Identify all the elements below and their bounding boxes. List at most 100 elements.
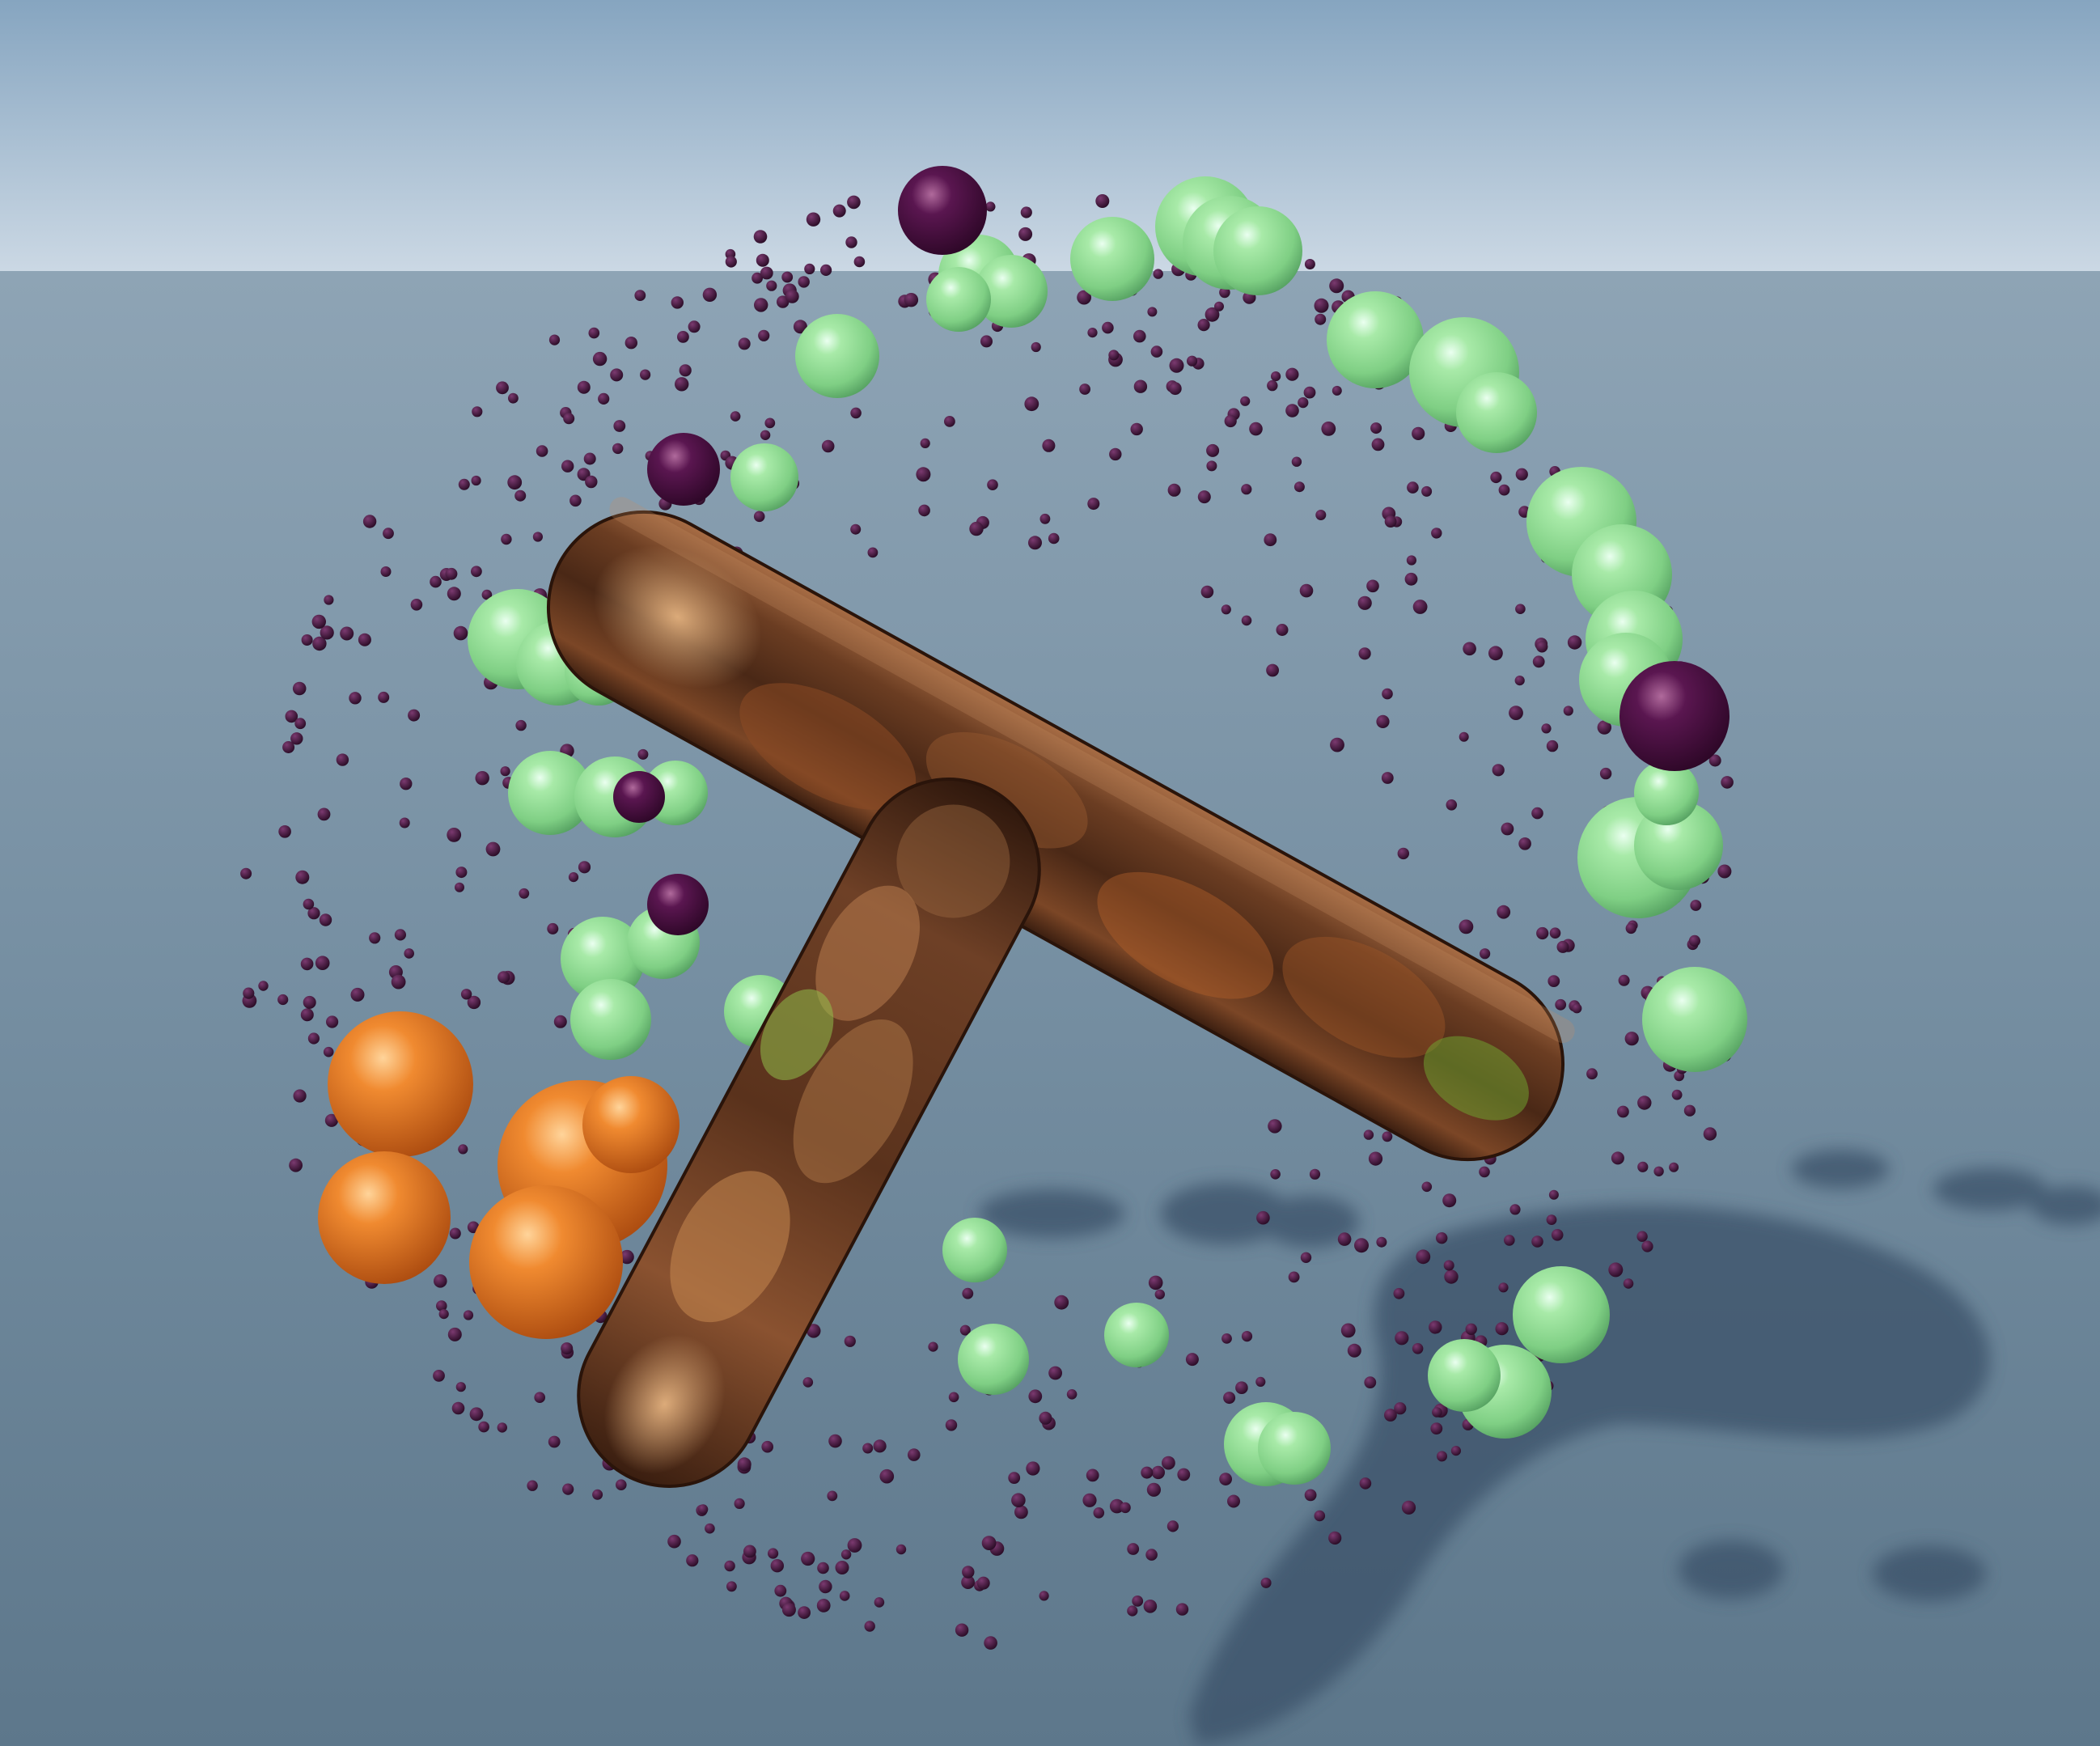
particle [1270,1169,1281,1180]
particle [1127,1605,1138,1617]
particle [612,443,624,455]
particle [340,626,354,641]
particle [1459,919,1474,934]
particle [916,467,931,482]
particle [1531,807,1543,820]
particle [1429,1320,1442,1334]
particle [282,741,295,753]
particle [240,867,252,879]
capsule-vertical [577,778,1041,1488]
particle [1608,1262,1624,1278]
particle [458,478,470,490]
particle [1082,1493,1097,1507]
particle [1151,1465,1166,1480]
particle [568,872,579,883]
particle [816,1599,831,1613]
particle [675,377,689,392]
particle [1536,926,1549,940]
green-sphere [942,1218,1007,1282]
particle [527,1480,538,1491]
particle [1370,422,1382,434]
particle [976,1576,990,1590]
particle [501,533,512,545]
particle [1416,1249,1431,1265]
particle [1597,720,1612,735]
orange-sphere [582,1076,680,1173]
ground-plane [0,271,2100,1746]
particle [1347,1343,1361,1358]
particle [1133,379,1148,393]
particle [677,331,689,343]
particle [616,1479,627,1490]
particle [1394,1402,1407,1415]
particle [1376,714,1390,729]
particle [362,515,377,528]
particle [620,1249,634,1265]
particle [1599,767,1612,780]
particle [1048,532,1060,545]
particle [1268,1119,1282,1134]
particle [497,1422,507,1433]
particle [1241,484,1252,495]
particle [753,511,765,523]
particle [336,753,349,766]
particle [400,778,413,790]
particle [756,253,769,267]
particle [455,1382,466,1392]
green-sphere [1258,1412,1331,1485]
particle [1407,481,1419,494]
particle [1328,1531,1342,1545]
particle [561,460,574,473]
particle [1285,404,1299,417]
particle [1637,1095,1652,1110]
particle [1541,723,1552,734]
particle [300,1008,314,1022]
particle [1432,1407,1442,1418]
particle [1133,329,1146,343]
particle [458,1144,468,1155]
particle [289,1158,303,1172]
particle [303,898,315,910]
particle [578,861,591,874]
particle [449,1227,461,1240]
purple-sphere [898,166,987,255]
particle [1206,443,1220,457]
green-sphere [561,917,645,1001]
particle [820,264,832,276]
particle [1688,934,1700,947]
particle [1359,1477,1372,1490]
particle [752,272,763,284]
particle [1221,1333,1232,1344]
particle [702,287,718,302]
particle [850,407,862,419]
particle [1382,688,1393,700]
particle [532,532,544,542]
particle [908,1448,921,1461]
particle [562,1483,574,1495]
particle [624,337,637,350]
particle [1299,583,1314,598]
particle [738,337,751,350]
particle [613,420,626,432]
particle [569,494,582,507]
particle [1382,1131,1393,1142]
particle [1381,772,1394,784]
particle [955,1623,969,1637]
particle [1611,1151,1624,1165]
particle [1330,737,1344,752]
particle [455,882,464,892]
particle [1515,604,1526,614]
particle [1354,1238,1369,1253]
particle [1671,1089,1683,1100]
particle [408,709,421,722]
particle [850,523,862,535]
particle [847,1538,862,1553]
green-sphere [1642,967,1747,1072]
particle [1406,555,1416,566]
particle [1437,1451,1447,1462]
particle [1337,1232,1352,1246]
particle [1315,313,1327,325]
particle [1169,358,1184,373]
particle [1450,1446,1461,1456]
